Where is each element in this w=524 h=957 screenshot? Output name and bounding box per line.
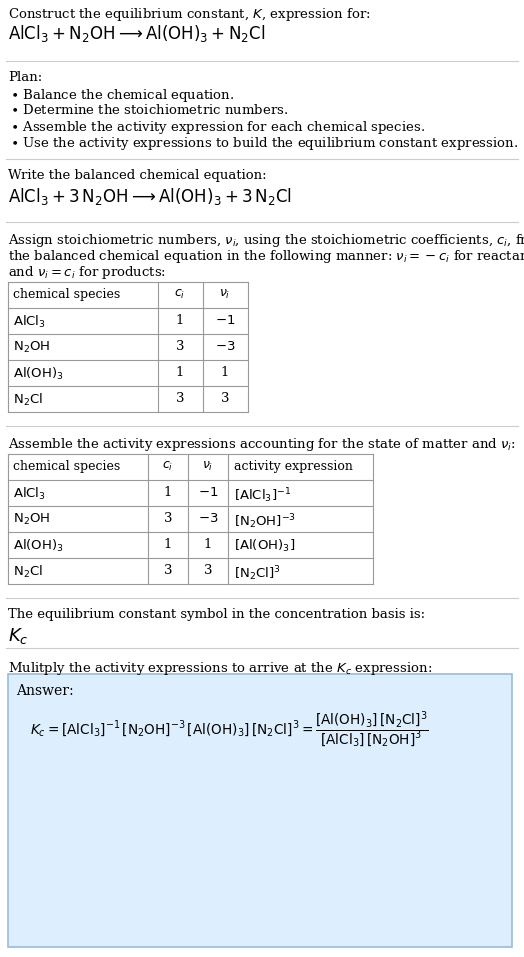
Text: activity expression: activity expression [234, 460, 353, 473]
Text: Assemble the activity expressions accounting for the state of matter and $\nu_i$: Assemble the activity expressions accoun… [8, 436, 516, 453]
Text: $-3$: $-3$ [215, 340, 235, 353]
Text: $[\mathrm{N_2OH}]^{-3}$: $[\mathrm{N_2OH}]^{-3}$ [234, 512, 296, 531]
Text: $\mathrm{AlCl_3 + N_2OH} \longrightarrow \mathrm{Al(OH)_3 + N_2Cl}$: $\mathrm{AlCl_3 + N_2OH} \longrightarrow… [8, 23, 266, 44]
Text: 1: 1 [204, 538, 212, 551]
Text: Mulitply the activity expressions to arrive at the $K_c$ expression:: Mulitply the activity expressions to arr… [8, 660, 432, 677]
Text: Plan:: Plan: [8, 71, 42, 84]
Text: $K_c$: $K_c$ [8, 626, 29, 646]
Text: $[\mathrm{Al(OH)_3}]$: $[\mathrm{Al(OH)_3}]$ [234, 538, 295, 554]
Text: 3: 3 [204, 564, 212, 577]
Text: chemical species: chemical species [13, 460, 120, 473]
Text: 1: 1 [164, 538, 172, 551]
Text: 1: 1 [221, 366, 229, 379]
Text: 1: 1 [176, 314, 184, 327]
Text: $\mathrm{Al(OH)_3}$: $\mathrm{Al(OH)_3}$ [13, 366, 64, 382]
Text: $\mathrm{Al(OH)_3}$: $\mathrm{Al(OH)_3}$ [13, 538, 64, 554]
Text: and $\nu_i = c_i$ for products:: and $\nu_i = c_i$ for products: [8, 264, 166, 281]
Text: $\bullet$ Determine the stoichiometric numbers.: $\bullet$ Determine the stoichiometric n… [10, 103, 288, 117]
Text: $K_c = [\mathrm{AlCl_3}]^{-1}\,[\mathrm{N_2OH}]^{-3}\,[\mathrm{Al(OH)_3}]\,[\mat: $K_c = [\mathrm{AlCl_3}]^{-1}\,[\mathrm{… [30, 710, 429, 750]
Text: the balanced chemical equation in the following manner: $\nu_i = -c_i$ for react: the balanced chemical equation in the fo… [8, 248, 524, 265]
Text: 3: 3 [163, 564, 172, 577]
Text: $[\mathrm{N_2Cl}]^3$: $[\mathrm{N_2Cl}]^3$ [234, 564, 281, 583]
Text: 3: 3 [176, 340, 184, 353]
Text: 1: 1 [176, 366, 184, 379]
Text: Answer:: Answer: [16, 684, 74, 698]
Text: 3: 3 [221, 392, 230, 405]
Text: 3: 3 [176, 392, 184, 405]
Text: $\mathrm{N_2Cl}$: $\mathrm{N_2Cl}$ [13, 392, 43, 408]
Text: $\nu_i$: $\nu_i$ [220, 288, 231, 301]
Text: $c_i$: $c_i$ [162, 460, 173, 473]
Text: $[\mathrm{AlCl_3}]^{-1}$: $[\mathrm{AlCl_3}]^{-1}$ [234, 486, 291, 504]
Text: $-3$: $-3$ [198, 512, 218, 525]
Text: $\mathrm{AlCl_3 + 3\,N_2OH} \longrightarrow \mathrm{Al(OH)_3 + 3\,N_2Cl}$: $\mathrm{AlCl_3 + 3\,N_2OH} \longrightar… [8, 186, 292, 207]
FancyBboxPatch shape [8, 674, 512, 947]
Text: $-1$: $-1$ [198, 486, 218, 499]
Text: Write the balanced chemical equation:: Write the balanced chemical equation: [8, 169, 267, 182]
Text: Assign stoichiometric numbers, $\nu_i$, using the stoichiometric coefficients, $: Assign stoichiometric numbers, $\nu_i$, … [8, 232, 524, 249]
Text: $-1$: $-1$ [215, 314, 235, 327]
Text: 1: 1 [164, 486, 172, 499]
Text: chemical species: chemical species [13, 288, 120, 301]
Text: Construct the equilibrium constant, $K$, expression for:: Construct the equilibrium constant, $K$,… [8, 6, 370, 23]
Text: $\mathrm{N_2Cl}$: $\mathrm{N_2Cl}$ [13, 564, 43, 580]
Text: $\mathrm{N_2OH}$: $\mathrm{N_2OH}$ [13, 512, 50, 527]
Text: $\bullet$ Balance the chemical equation.: $\bullet$ Balance the chemical equation. [10, 87, 234, 104]
Text: $\mathrm{N_2OH}$: $\mathrm{N_2OH}$ [13, 340, 50, 355]
Text: $c_i$: $c_i$ [174, 288, 185, 301]
Text: The equilibrium constant symbol in the concentration basis is:: The equilibrium constant symbol in the c… [8, 608, 425, 621]
Text: $\mathrm{AlCl_3}$: $\mathrm{AlCl_3}$ [13, 486, 46, 502]
Text: $\bullet$ Assemble the activity expression for each chemical species.: $\bullet$ Assemble the activity expressi… [10, 119, 425, 136]
Text: $\nu_i$: $\nu_i$ [202, 460, 214, 473]
Text: 3: 3 [163, 512, 172, 525]
Text: $\bullet$ Use the activity expressions to build the equilibrium constant express: $\bullet$ Use the activity expressions t… [10, 135, 518, 152]
Text: $\mathrm{AlCl_3}$: $\mathrm{AlCl_3}$ [13, 314, 46, 330]
